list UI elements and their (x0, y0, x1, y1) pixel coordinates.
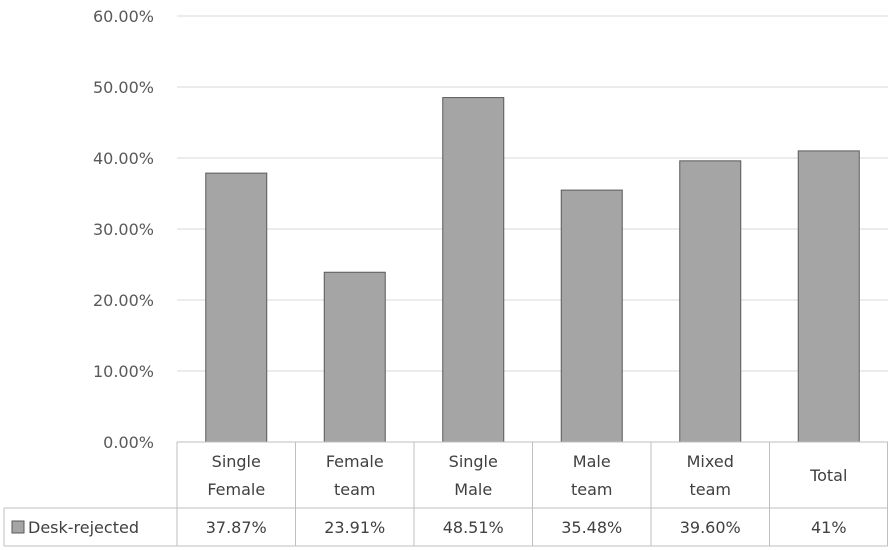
y-tick-label: 50.00% (93, 78, 154, 97)
category-label: Total (809, 466, 847, 485)
category-label: Single (212, 452, 261, 471)
bar (205, 172, 268, 443)
data-label: 41% (811, 518, 847, 537)
category-label: Male (454, 480, 492, 499)
bar (797, 150, 860, 443)
data-table: Single Female Female team Single Male Male team… (3, 441, 888, 547)
data-label: 39.60% (680, 518, 741, 537)
y-tick-label: 30.00% (93, 220, 154, 239)
bar (323, 271, 386, 443)
category-label: Female (207, 480, 265, 499)
category-label: Male (573, 452, 611, 471)
bars (205, 97, 860, 443)
category-label: Female (326, 452, 384, 471)
data-label: 37.87% (206, 518, 267, 537)
y-tick-label: 40.00% (93, 149, 154, 168)
series-name: Desk-rejected (28, 518, 139, 537)
data-label: 35.48% (561, 518, 622, 537)
category-label: team (334, 480, 376, 499)
category-label: Single (449, 452, 498, 471)
category-label: team (689, 480, 731, 499)
category-label: team (571, 480, 613, 499)
y-tick-labels: 0.00% 10.00% 20.00% 30.00% 40.00% 50.00% 60.00… (93, 7, 154, 452)
legend-swatch (11, 520, 25, 534)
y-tick-label: 20.00% (93, 291, 154, 310)
y-tick-label: 60.00% (93, 7, 154, 26)
category-label: Mixed (687, 452, 734, 471)
bar (679, 160, 742, 443)
data-label: 23.91% (324, 518, 385, 537)
y-tick-label: 10.00% (93, 362, 154, 381)
y-tick-label: 0.00% (103, 433, 154, 452)
bar (442, 97, 505, 443)
gridlines (177, 15, 888, 372)
data-label: 48.51% (443, 518, 504, 537)
bar (560, 189, 623, 443)
